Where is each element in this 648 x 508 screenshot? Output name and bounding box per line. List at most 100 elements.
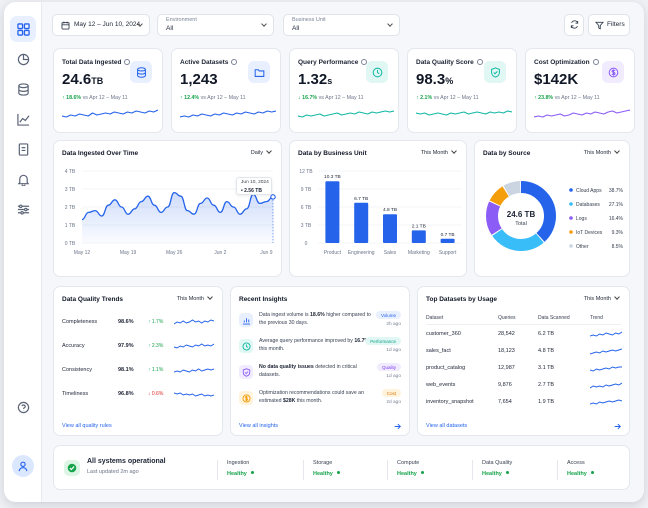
kpi-compare: vs Apr 12 – May 11 [81,95,128,101]
status-item-label: Data Quality [482,460,513,466]
environment-select[interactable]: Environment All [157,14,274,36]
table-row[interactable]: sales_fact 18,123 4.8 TB [418,344,629,358]
period-dropdown[interactable]: This Month [584,296,619,302]
quality-metric-delta: ↑ 2.3% [148,343,164,349]
pie-chart-icon[interactable] [14,50,32,68]
status-item[interactable]: Data Quality Healthy [482,460,512,477]
legend-swatch [569,244,573,248]
y-tick-label: 0 TB [65,241,76,247]
period-dropdown[interactable]: Daily [251,150,271,156]
view-quality-rules-link[interactable]: View all quality rules [62,423,112,429]
table-row[interactable]: customer_360 28,542 6.2 TB [418,327,629,341]
grid-icon[interactable] [10,16,36,42]
sparkline-path [416,110,512,116]
avatar[interactable] [12,455,34,477]
pie-slice [486,181,556,251]
arrow-right-icon[interactable] [614,423,621,430]
view-datasets-link[interactable]: View all datasets [426,423,468,429]
dataset-trend-sparkline [590,399,622,405]
sparkline-path [590,366,622,372]
y-tick-label: 3 TB [65,187,76,193]
quality-metric-value: 98.6% [118,319,134,325]
legend-value: 27.1% [609,202,624,208]
insight-text: Average query performance improved by 16… [259,338,371,353]
period-dropdown[interactable]: This Month [177,296,212,302]
dataset-name: web_events [426,382,456,388]
status-item-label: Compute [397,460,420,466]
card-title: Data by Source [483,150,531,157]
dataset-name: product_catalog [426,365,466,371]
source-card: Data by Source This Month Cloud Apps 38.7… [474,140,630,277]
bar [325,181,340,243]
quality-metric-value: 98.1% [118,367,134,373]
sliders-icon[interactable] [14,200,32,218]
database-icon[interactable] [14,80,32,98]
arrow-right-icon[interactable] [394,423,401,430]
info-icon[interactable] [124,59,131,65]
bar [440,238,455,243]
sparkline-path [298,110,394,118]
card-title: Data by Business Unit [298,150,367,157]
legend-label: Databases [576,202,600,208]
pie-slice [486,181,556,251]
kpi-card[interactable]: Cost Optimization $142K ↑ 23.8% vs Apr 12 … [525,48,635,133]
bar [354,202,369,243]
status-item[interactable]: Access Healthy [567,460,594,477]
period-dropdown[interactable]: This Month [421,150,456,156]
status-item[interactable]: Compute Healthy [397,460,424,477]
dataset-queries: 28,542 [498,331,515,337]
system-status-bar: All systems operational Last updated 2m … [53,445,630,490]
status-item[interactable]: Ingestion Healthy [227,460,254,477]
status-divider [387,460,388,480]
table-row[interactable]: inventory_snapshot 7,654 1.9 TB [418,395,629,409]
check-circle-icon [67,463,77,473]
quality-metric-name: Timeliness [62,391,89,397]
help-icon[interactable] [14,398,32,416]
legend-value: 8.5% [612,244,624,250]
kpi-delta: ↑ 18.6% vs Apr 12 – May 11 [62,95,128,101]
legend-value: 38.7% [609,188,624,194]
line-chart-icon[interactable] [14,110,32,128]
kpi-card[interactable]: Data Quality Score 98.3% ↑ 2.1% vs Apr 12 … [407,48,517,133]
top-datasets-card: Top Datasets by Usage This Month View al… [417,286,630,436]
business-unit-select[interactable]: Business Unit All [283,14,400,36]
info-icon[interactable] [592,59,599,65]
y-tick-label: 1 TB [65,223,76,229]
kpi-card[interactable]: Active Datasets 1,243 ↑ 12.4% vs Apr 12 – … [171,48,281,133]
table-row[interactable]: web_events 9,876 2.7 TB [418,378,629,392]
table-row[interactable]: product_catalog 12,987 3.1 TB [418,361,629,375]
bar [411,230,426,243]
kpi-card[interactable]: Query Performance 1.32s ↓ 16.7% vs Apr 12 … [289,48,399,133]
x-tick-label: May 12 [74,250,91,256]
kpi-card[interactable]: Total Data Ingested 24.6TB ↑ 18.6% vs Apr … [53,48,163,133]
x-tick-label: Sales [384,250,397,256]
status-item-value: Healthy [482,471,512,477]
status-item-label: Access [567,460,585,466]
view-insights-link[interactable]: View all insights [239,423,279,429]
kpi-compare: vs Apr 12 – May 11 [199,95,246,101]
sparkline-path [590,348,622,355]
info-icon[interactable] [231,59,238,65]
refresh-button[interactable] [564,14,584,36]
info-icon[interactable] [476,59,483,65]
status-item[interactable]: Storage Healthy [313,460,340,477]
bar-label: 2.1 TB [412,223,426,229]
x-tick-label: Jun 2 [214,250,226,256]
status-item-value: Healthy [397,471,424,477]
period-dropdown[interactable]: This Month [584,150,619,156]
document-icon[interactable] [14,140,32,158]
x-tick-label: Engineering [348,250,375,256]
insight-text-part: Average query performance improved by [259,338,355,344]
insight-text-part: higher compared to the previous 30 days. [259,312,371,326]
chart-icon [239,313,253,327]
date-range-picker[interactable]: May 12 – Jun 10, 2024 [52,14,150,36]
filters-button[interactable]: Filters [588,14,630,36]
kpi-unit: % [445,76,454,86]
status-item-value: Healthy [227,471,254,477]
x-tick-label: Product [324,250,342,256]
bell-icon[interactable] [14,170,32,188]
insight-highlight: 18.6% [310,312,325,318]
status-item-label: Ingestion [227,460,250,466]
sparkline-path [174,319,214,325]
table-divider [426,324,621,325]
